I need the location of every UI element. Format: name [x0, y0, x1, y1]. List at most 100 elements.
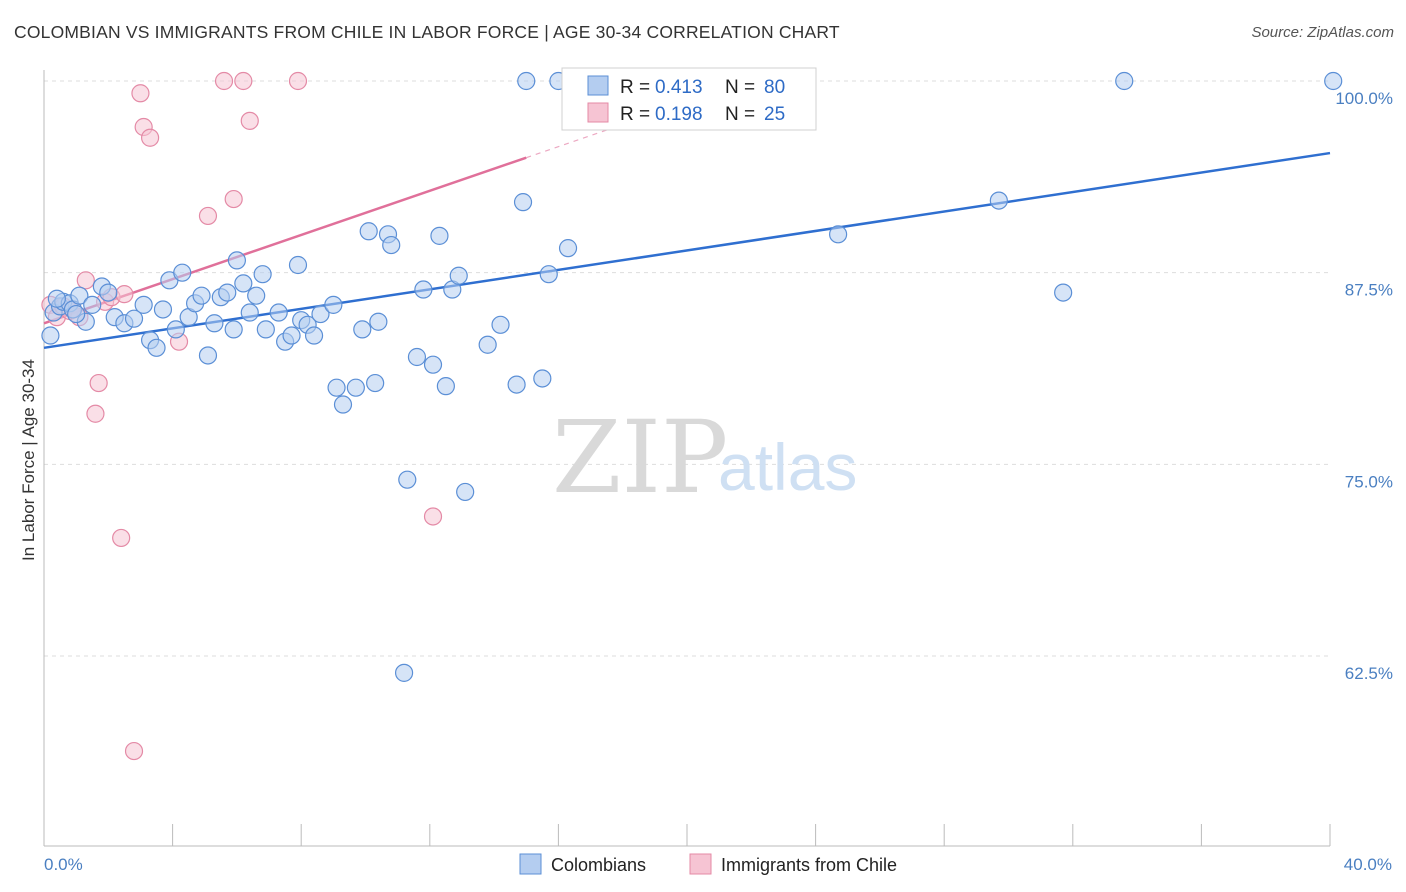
watermark: ZIP atlas [552, 399, 857, 516]
colombians-point-59 [436, 377, 455, 396]
colombians-point-25 [205, 314, 224, 333]
colombians-point-19 [166, 320, 185, 339]
bottom-legend-swatch-colombians [519, 853, 542, 875]
y-axis-label: In Labor Force | Age 30-34 [19, 359, 38, 561]
legend-r-label-1: R = [620, 77, 650, 98]
legend-r-value-2: 0.198 [655, 104, 703, 125]
x-tick-label-min: 0.0% [44, 855, 83, 874]
colombians-point-0 [41, 326, 60, 345]
colombians-point-56 [414, 280, 433, 299]
colombians-point-17 [153, 300, 173, 319]
colombians-point-63 [478, 335, 497, 354]
chile-point-18 [214, 71, 234, 91]
colombians-point-77 [1324, 71, 1343, 91]
colombians-point-37 [282, 326, 301, 345]
watermark-zip: ZIP [552, 399, 728, 516]
bottom-legend-label-chile: Immigrants from Chile [721, 855, 897, 875]
colombians-point-27 [218, 283, 237, 302]
chile-point-15 [140, 128, 160, 147]
chart-title: COLOMBIAN VS IMMIGRANTS FROM CHILE IN LA… [14, 22, 840, 42]
colombians-point-10 [99, 283, 118, 302]
colombians-point-34 [256, 320, 275, 339]
chile-point-23 [423, 507, 443, 526]
chile-point-20 [234, 71, 253, 91]
colombians-point-45 [333, 395, 353, 414]
trend-lines [43, 112, 1331, 350]
colombians-point-8 [83, 295, 102, 314]
colombians-point-76 [1115, 71, 1134, 91]
colombians-point-42 [311, 304, 330, 324]
colombians-point-32 [247, 286, 266, 305]
colombians-point-49 [366, 373, 385, 393]
colombians-point-13 [124, 309, 144, 328]
chile-point-7 [89, 373, 108, 393]
chile-point-12 [124, 741, 144, 761]
colombians-point-43 [324, 295, 343, 314]
bottom-legend-swatch-chile [689, 853, 712, 875]
trendline-colombians [43, 151, 1331, 350]
chile-point-19 [224, 189, 243, 209]
colombians-point-79 [67, 304, 86, 324]
colombians-point-75 [1054, 283, 1073, 302]
colombians-point-54 [398, 470, 417, 489]
series-chile-points [41, 71, 443, 761]
chart-source: Source: ZipAtlas.com [1251, 24, 1394, 41]
colombians-point-14 [134, 295, 153, 314]
chile-point-5 [76, 271, 95, 290]
colombians-point-65 [507, 375, 526, 394]
colombians-point-57 [423, 355, 443, 374]
colombians-point-38 [288, 255, 308, 275]
colombians-point-44 [327, 378, 346, 397]
x-axis-ticks [43, 824, 1331, 846]
chile-point-11 [115, 285, 134, 304]
chile-point-21 [240, 111, 259, 130]
y-tick-label-2: 75.0% [1345, 472, 1393, 491]
colombians-point-62 [456, 482, 475, 502]
legend-n-label-1: N = [725, 77, 755, 98]
legend-n-label-2: N = [725, 104, 755, 125]
grid-lines [44, 80, 1330, 657]
colombians-point-35 [269, 303, 288, 322]
chile-point-10 [112, 528, 131, 548]
y-tick-label-0: 100.0% [1335, 89, 1393, 108]
chile-point-13 [131, 84, 150, 103]
colombians-point-29 [227, 251, 246, 270]
colombians-point-48 [359, 222, 378, 241]
y-tick-label-3: 62.5% [1345, 664, 1393, 683]
legend-n-value-2: 25 [764, 104, 785, 125]
colombians-point-69 [539, 265, 558, 284]
colombians-point-67 [517, 71, 536, 91]
colombians-point-31 [240, 303, 259, 322]
colombians-point-33 [253, 265, 272, 284]
colombians-point-41 [304, 326, 324, 345]
colombians-point-46 [346, 378, 365, 397]
correlation-legend: R = 0.413 N = 80 R = 0.198 N = 25 [561, 67, 817, 131]
legend-r-label-2: R = [620, 104, 650, 125]
colombians-point-61 [449, 266, 468, 285]
colombians-point-55 [407, 347, 427, 367]
colombians-point-73 [829, 225, 848, 244]
chile-point-17 [198, 206, 218, 226]
legend-swatch-colombians [587, 75, 609, 96]
colombians-point-28 [224, 320, 243, 339]
colombians-point-74 [989, 191, 1008, 210]
series-colombians-points [41, 71, 1343, 682]
colombians-point-30 [234, 274, 253, 293]
colombians-point-53 [394, 663, 414, 682]
legend-r-value-1: 0.413 [655, 77, 703, 98]
chile-point-6 [86, 404, 105, 423]
colombians-point-47 [353, 320, 372, 339]
y-tick-label-1: 87.5% [1345, 281, 1393, 300]
colombians-point-78 [47, 289, 66, 308]
legend-n-value-1: 80 [764, 77, 785, 98]
colombians-point-23 [192, 286, 211, 305]
x-tick-label-max: 40.0% [1344, 855, 1392, 874]
series-legend: Colombians Immigrants from Chile [519, 853, 897, 875]
colombians-point-68 [533, 369, 552, 388]
y-axis-tick-labels: 100.0% 87.5% 75.0% 62.5% [1335, 89, 1393, 683]
colombians-point-52 [382, 235, 401, 255]
colombians-point-24 [198, 346, 218, 365]
colombians-point-16 [147, 338, 166, 357]
colombians-point-66 [513, 193, 533, 212]
